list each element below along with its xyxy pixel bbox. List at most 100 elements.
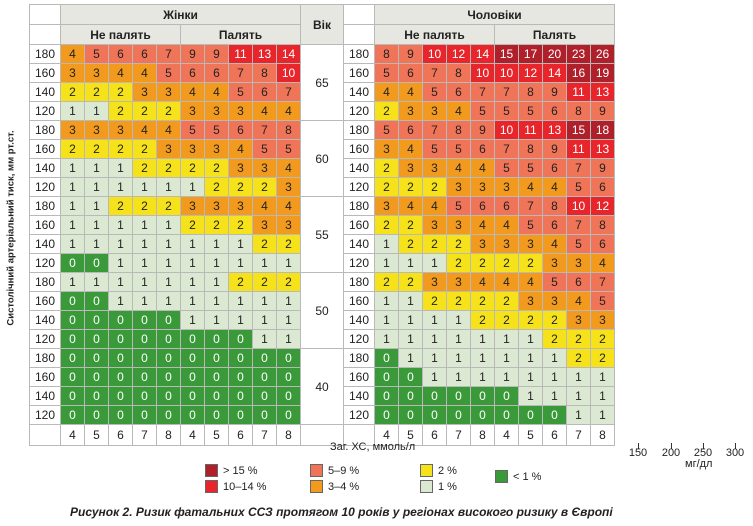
risk-cell-men-nonsmoking: 2 [374, 272, 399, 292]
risk-cell-men-nonsmoking: 4 [470, 215, 495, 235]
corner-cell [343, 4, 375, 25]
risk-cell-women-nonsmoking: 0 [108, 329, 133, 349]
table-row: 140 1 1 1 1 1 1 1 1 2 2 140 1 2 2 2 3 3 3 4 5 6 [29, 234, 615, 254]
risk-cell-men-smoking: 20 [542, 44, 567, 64]
risk-cell-women-nonsmoking: 1 [60, 196, 85, 216]
legend-label: 5–9 % [328, 464, 360, 477]
risk-cell-women-smoking: 5 [252, 139, 277, 159]
risk-cell-women-nonsmoking: 1 [108, 177, 133, 197]
risk-cell-women-nonsmoking: 0 [84, 291, 109, 311]
risk-cell-men-nonsmoking: 1 [470, 367, 495, 387]
legend-item: 1 % [420, 480, 457, 493]
risk-cell-men-smoking: 4 [542, 177, 567, 197]
risk-cell-women-smoking: 0 [276, 386, 301, 406]
bp-label: 140 [343, 386, 375, 406]
cholesterol-tick: 4 [180, 424, 205, 446]
risk-cell-men-nonsmoking: 2 [422, 177, 447, 197]
risk-cell-men-smoking: 23 [566, 44, 591, 64]
risk-cell-men-smoking: 2 [590, 348, 615, 368]
risk-cell-men-smoking: 3 [566, 310, 591, 330]
risk-cell-women-smoking: 5 [276, 139, 301, 159]
risk-cell-men-nonsmoking: 3 [422, 215, 447, 235]
risk-cell-women-nonsmoking: 1 [156, 177, 181, 197]
women-header: Жінки [60, 4, 301, 25]
risk-cell-women-nonsmoking: 0 [156, 310, 181, 330]
risk-cell-women-nonsmoking: 1 [84, 101, 109, 121]
risk-cell-men-nonsmoking: 5 [374, 63, 399, 83]
risk-cell-women-nonsmoking: 3 [108, 120, 133, 140]
risk-cell-women-nonsmoking: 0 [132, 310, 157, 330]
table-row: 160 3 3 4 4 5 6 6 7 8 10 160 5 6 7 8 10 10 12 14 16 19 [29, 63, 615, 83]
age-header: Вік [300, 4, 344, 45]
risk-cell-women-smoking: 7 [228, 63, 253, 83]
risk-cell-men-smoking: 19 [590, 63, 615, 83]
corner-cell [29, 424, 61, 446]
cholesterol-tick: 8 [470, 424, 495, 446]
risk-cell-women-nonsmoking: 3 [60, 63, 85, 83]
risk-cell-men-smoking: 9 [590, 158, 615, 178]
risk-cell-men-smoking: 3 [542, 253, 567, 273]
risk-cell-women-smoking: 1 [204, 310, 229, 330]
risk-cell-women-smoking: 4 [276, 196, 301, 216]
table-row: 160 0 0 1 1 1 1 1 1 1 1 160 1 1 2 2 2 2 3 3 4 5 [29, 291, 615, 311]
bp-label: 180 [343, 348, 375, 368]
risk-cell-women-nonsmoking: 2 [156, 158, 181, 178]
risk-cell-men-smoking: 2 [590, 329, 615, 349]
risk-cell-women-nonsmoking: 0 [60, 253, 85, 273]
risk-cell-women-smoking: 0 [180, 348, 205, 368]
table-row: 160 1 1 1 1 1 2 2 2 3 3 160 2 2 3 3 4 4 5 6 7 8 [29, 215, 615, 235]
risk-cell-men-smoking: 1 [494, 367, 519, 387]
corner-cell [343, 24, 375, 45]
mg-dl-unit: мг/дл [685, 458, 713, 470]
risk-cell-women-smoking: 13 [252, 44, 277, 64]
men-smoking-header: Палять [494, 24, 615, 45]
risk-cell-men-smoking: 0 [494, 405, 519, 425]
risk-cell-women-smoking: 9 [180, 44, 205, 64]
risk-cell-women-nonsmoking: 4 [132, 120, 157, 140]
risk-cell-men-nonsmoking: 10 [422, 44, 447, 64]
risk-cell-women-nonsmoking: 0 [156, 367, 181, 387]
bp-label: 160 [29, 63, 61, 83]
cholesterol-tick: 4 [374, 424, 399, 446]
legend-item: < 1 % [495, 470, 541, 483]
men-header: Чоловіки [374, 4, 615, 25]
risk-cell-men-smoking: 0 [542, 405, 567, 425]
women-nonsmoking-header: Не палять [60, 24, 181, 45]
legend-label: < 1 % [513, 470, 542, 483]
legend-label: 10–14 % [223, 480, 267, 493]
table-row: 180 1 1 1 1 1 1 1 2 2 2 50 180 2 2 3 3 4 4 4 5 6 7 [29, 272, 615, 349]
cholesterol-tick: 5 [204, 424, 229, 446]
risk-cell-men-nonsmoking: 1 [398, 253, 423, 273]
risk-cell-women-nonsmoking: 6 [108, 44, 133, 64]
risk-cell-men-smoking: 1 [566, 367, 591, 387]
risk-cell-women-nonsmoking: 1 [84, 177, 109, 197]
risk-cell-men-nonsmoking: 3 [374, 196, 399, 216]
risk-cell-women-nonsmoking: 0 [132, 348, 157, 368]
risk-cell-women-nonsmoking: 0 [84, 348, 109, 368]
risk-cell-men-smoking: 5 [494, 101, 519, 121]
risk-cell-men-nonsmoking: 5 [422, 139, 447, 159]
cholesterol-tick: 7 [566, 424, 591, 446]
risk-cell-women-smoking: 2 [252, 272, 277, 292]
risk-cell-men-smoking: 3 [494, 234, 519, 254]
risk-cell-men-smoking: 5 [518, 101, 543, 121]
risk-cell-men-nonsmoking: 8 [374, 44, 399, 64]
cholesterol-tick: 8 [590, 424, 615, 446]
risk-cell-women-smoking: 0 [204, 386, 229, 406]
risk-cell-men-smoking: 5 [566, 177, 591, 197]
risk-cell-men-nonsmoking: 4 [398, 196, 423, 216]
risk-cell-women-smoking: 1 [252, 310, 277, 330]
risk-cell-men-smoking: 6 [542, 101, 567, 121]
cholesterol-tick: 5 [518, 424, 543, 446]
risk-cell-men-nonsmoking: 2 [398, 234, 423, 254]
risk-cell-men-smoking: 9 [542, 139, 567, 159]
risk-cell-women-smoking: 0 [204, 329, 229, 349]
risk-cell-women-nonsmoking: 3 [84, 120, 109, 140]
risk-cell-women-smoking: 1 [276, 253, 301, 273]
risk-cell-men-nonsmoking: 0 [446, 405, 471, 425]
bp-label: 160 [343, 367, 375, 387]
risk-cell-women-smoking: 2 [204, 177, 229, 197]
risk-cell-men-smoking: 0 [518, 405, 543, 425]
risk-cell-women-smoking: 1 [204, 253, 229, 273]
risk-cell-men-smoking: 16 [566, 63, 591, 83]
